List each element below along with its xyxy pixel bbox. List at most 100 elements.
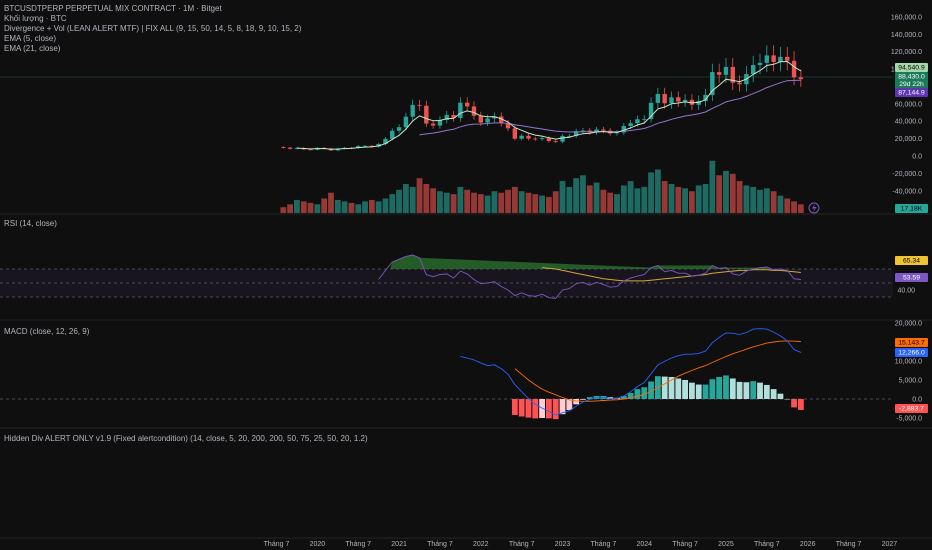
candle-body xyxy=(356,146,361,149)
volume-bar xyxy=(723,170,729,213)
rsi-line xyxy=(378,254,801,299)
candle-body xyxy=(703,94,708,101)
rsi-pane[interactable]: 80.0060.0040.00 xyxy=(0,254,915,299)
candle-body xyxy=(526,135,531,139)
hidden-div-label[interactable]: Hidden Div ALERT ONLY v1.9 (Fixed alertc… xyxy=(4,434,368,443)
macd-histogram-bar xyxy=(682,380,688,399)
candle-body xyxy=(403,116,409,128)
candle-body xyxy=(417,104,422,106)
volume-bar xyxy=(402,184,409,213)
ema5-legend[interactable]: EMA (5, close) xyxy=(4,34,57,43)
volume-bar xyxy=(498,192,505,213)
symbol-title[interactable]: BTCUSDTPERP PERPETUAL MIX CONTRACT · 1M … xyxy=(4,4,222,13)
candle-body xyxy=(539,138,545,140)
macd-label[interactable]: MACD (close, 12, 26, 9) xyxy=(4,327,90,336)
candle-body xyxy=(424,105,429,124)
macd-histogram-bar xyxy=(552,399,559,420)
volume-bar xyxy=(321,198,328,213)
volume-bar xyxy=(348,202,355,213)
ema21-legend[interactable]: EMA (21, close) xyxy=(4,44,61,53)
rsi-ma-badge: 53.59 xyxy=(903,275,920,282)
candle-body xyxy=(676,97,681,102)
volume-bar xyxy=(287,204,294,213)
time-tick-label: Tháng 7 xyxy=(836,541,862,548)
macd-tick-label: -5,000.0 xyxy=(896,416,922,423)
candle-body xyxy=(519,135,524,139)
candle-body xyxy=(580,130,586,132)
volume-bar xyxy=(675,186,682,213)
signal-badge: 15,143.7 xyxy=(898,340,925,347)
candle-body xyxy=(716,72,722,75)
candle-body xyxy=(730,66,735,83)
time-tick-label: Tháng 7 xyxy=(427,541,453,548)
candle-body xyxy=(791,60,797,78)
volume-bar xyxy=(750,186,757,213)
volume-bar xyxy=(729,173,736,213)
macd-tick-label: 5,000.0 xyxy=(899,378,922,385)
candle-body xyxy=(764,55,770,63)
volume-bar xyxy=(409,186,416,213)
volume-bar xyxy=(518,191,525,213)
macd-histogram-bar xyxy=(532,399,539,419)
macd-histogram-bar xyxy=(695,384,702,399)
macd-histogram-bar xyxy=(702,384,709,399)
candle-body xyxy=(451,115,456,118)
candle-body xyxy=(478,115,483,123)
volume-bar xyxy=(471,192,477,213)
macd-histogram-bar xyxy=(797,399,804,410)
volume-bar xyxy=(797,204,804,213)
volume-bar xyxy=(648,172,654,213)
macd-histogram-bar xyxy=(511,399,518,415)
candle-body xyxy=(689,99,695,105)
volume-bar xyxy=(620,185,627,213)
volume-bar xyxy=(484,195,491,213)
candle-body xyxy=(573,131,579,136)
volume-bar xyxy=(307,202,314,213)
pane-separators xyxy=(0,213,932,539)
time-tick-label: Tháng 7 xyxy=(509,541,535,548)
price-axis: 160,000.0140,000.0120,000.0100,000.060,0… xyxy=(891,14,922,195)
volume-bar xyxy=(491,191,498,213)
macd-histogram-bar xyxy=(716,376,723,399)
candle-body xyxy=(281,147,286,149)
histogram-badge-bg xyxy=(895,404,928,413)
volume-legend[interactable]: Khối lượng · BTC xyxy=(4,14,67,23)
candle-body xyxy=(751,65,756,75)
time-tick-label: Tháng 7 xyxy=(754,541,780,548)
volume-bar xyxy=(661,181,668,213)
close-price-badge-bg xyxy=(895,72,928,89)
macd-histogram-bar xyxy=(763,384,770,399)
macd-histogram-bar xyxy=(743,382,750,399)
price-tick-label: 160,000.0 xyxy=(891,14,922,21)
macd-histogram-bar xyxy=(641,387,648,399)
candle-body xyxy=(533,138,538,140)
divergence-legend[interactable]: Divergence + Vol (LEAN ALERT MTF) | FIX … xyxy=(4,24,302,33)
rsi-label[interactable]: RSI (14, close) xyxy=(4,219,57,228)
candle-body xyxy=(710,72,715,95)
time-tick-label: Tháng 7 xyxy=(591,541,617,548)
macd-tick-label: 20,000.0 xyxy=(895,321,922,328)
candle-body xyxy=(553,141,558,142)
candle-body xyxy=(669,97,674,104)
candle-body xyxy=(471,106,477,116)
ema21-line xyxy=(419,79,801,136)
candle-body xyxy=(662,94,667,104)
macd-pane[interactable]: 20,000.0 10,000.0 5,000.0 0.0 -5,000.0 xyxy=(0,321,922,423)
macd-axis: 20,000.0 10,000.0 5,000.0 0.0 -5,000.0 xyxy=(895,321,922,423)
macd-badge: 12,266.0 xyxy=(898,350,925,357)
macd-histogram-bar xyxy=(518,399,525,417)
volume-bar xyxy=(368,199,375,213)
rsi-overbought-fill xyxy=(390,255,769,269)
volume-bar xyxy=(355,204,362,213)
macd-histogram-bar xyxy=(784,399,791,400)
candle-body xyxy=(430,123,436,126)
rsi-badge: 65.34 xyxy=(903,258,920,265)
signal-line xyxy=(514,340,801,402)
price-pane[interactable]: 160,000.0140,000.0120,000.0100,000.060,0… xyxy=(0,14,922,213)
rsi-ma-line xyxy=(542,267,801,282)
volume-bar xyxy=(695,185,702,213)
volume-bar xyxy=(314,204,321,213)
volume-bar xyxy=(443,192,450,213)
flash-icon[interactable] xyxy=(808,202,820,214)
macd-histogram-bar xyxy=(559,399,566,415)
